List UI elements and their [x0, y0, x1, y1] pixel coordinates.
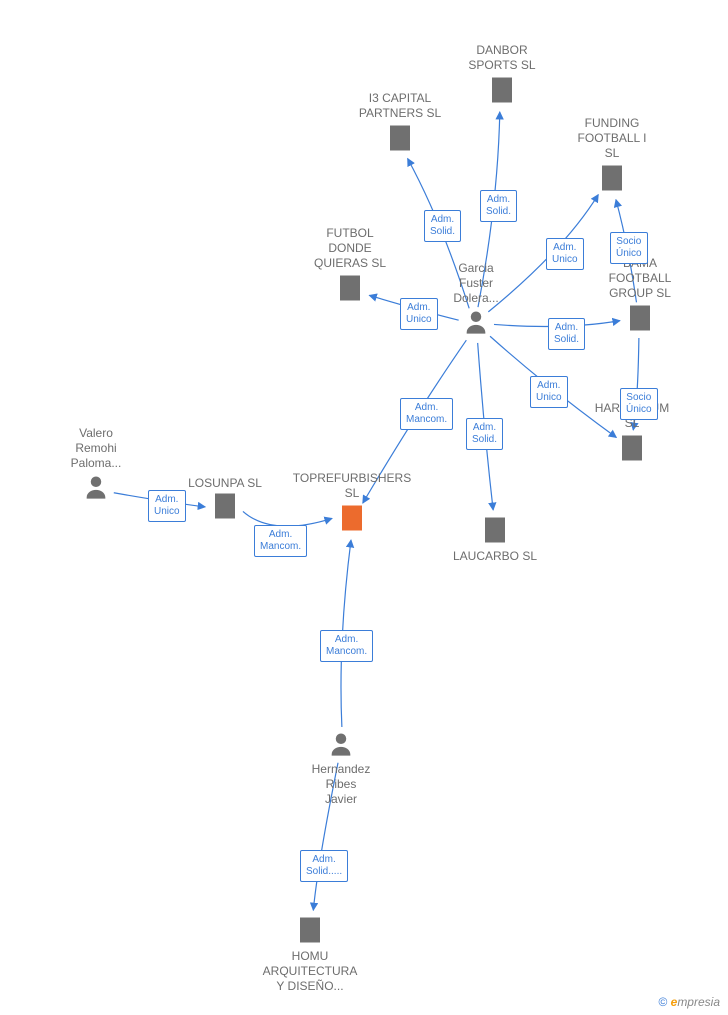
edge-losunpa-toprefurb: [243, 511, 332, 526]
edge-garcia-toprefurb: [363, 340, 467, 503]
edge-garcia-i3cap: [408, 158, 470, 308]
edge-garcia-futbol: [369, 295, 458, 320]
edge-garcia-danbor: [478, 112, 500, 307]
edge-garcia-laucarbo: [478, 343, 493, 510]
edge-bama-harpastum: [633, 338, 639, 430]
network-canvas: [0, 0, 728, 1015]
watermark: © empresia: [658, 995, 720, 1009]
edge-garcia-bama: [494, 321, 620, 327]
edge-bama-funding: [616, 200, 637, 303]
edge-garcia-funding: [488, 195, 598, 312]
brand-rest: mpresia: [677, 995, 720, 1009]
edge-valero-losunpa: [114, 493, 205, 507]
copyright-symbol: ©: [658, 995, 667, 1009]
edge-hernandez-toprefurb: [341, 540, 351, 727]
edge-hernandez-homu: [313, 763, 338, 911]
edge-garcia-harpastum: [490, 336, 616, 437]
